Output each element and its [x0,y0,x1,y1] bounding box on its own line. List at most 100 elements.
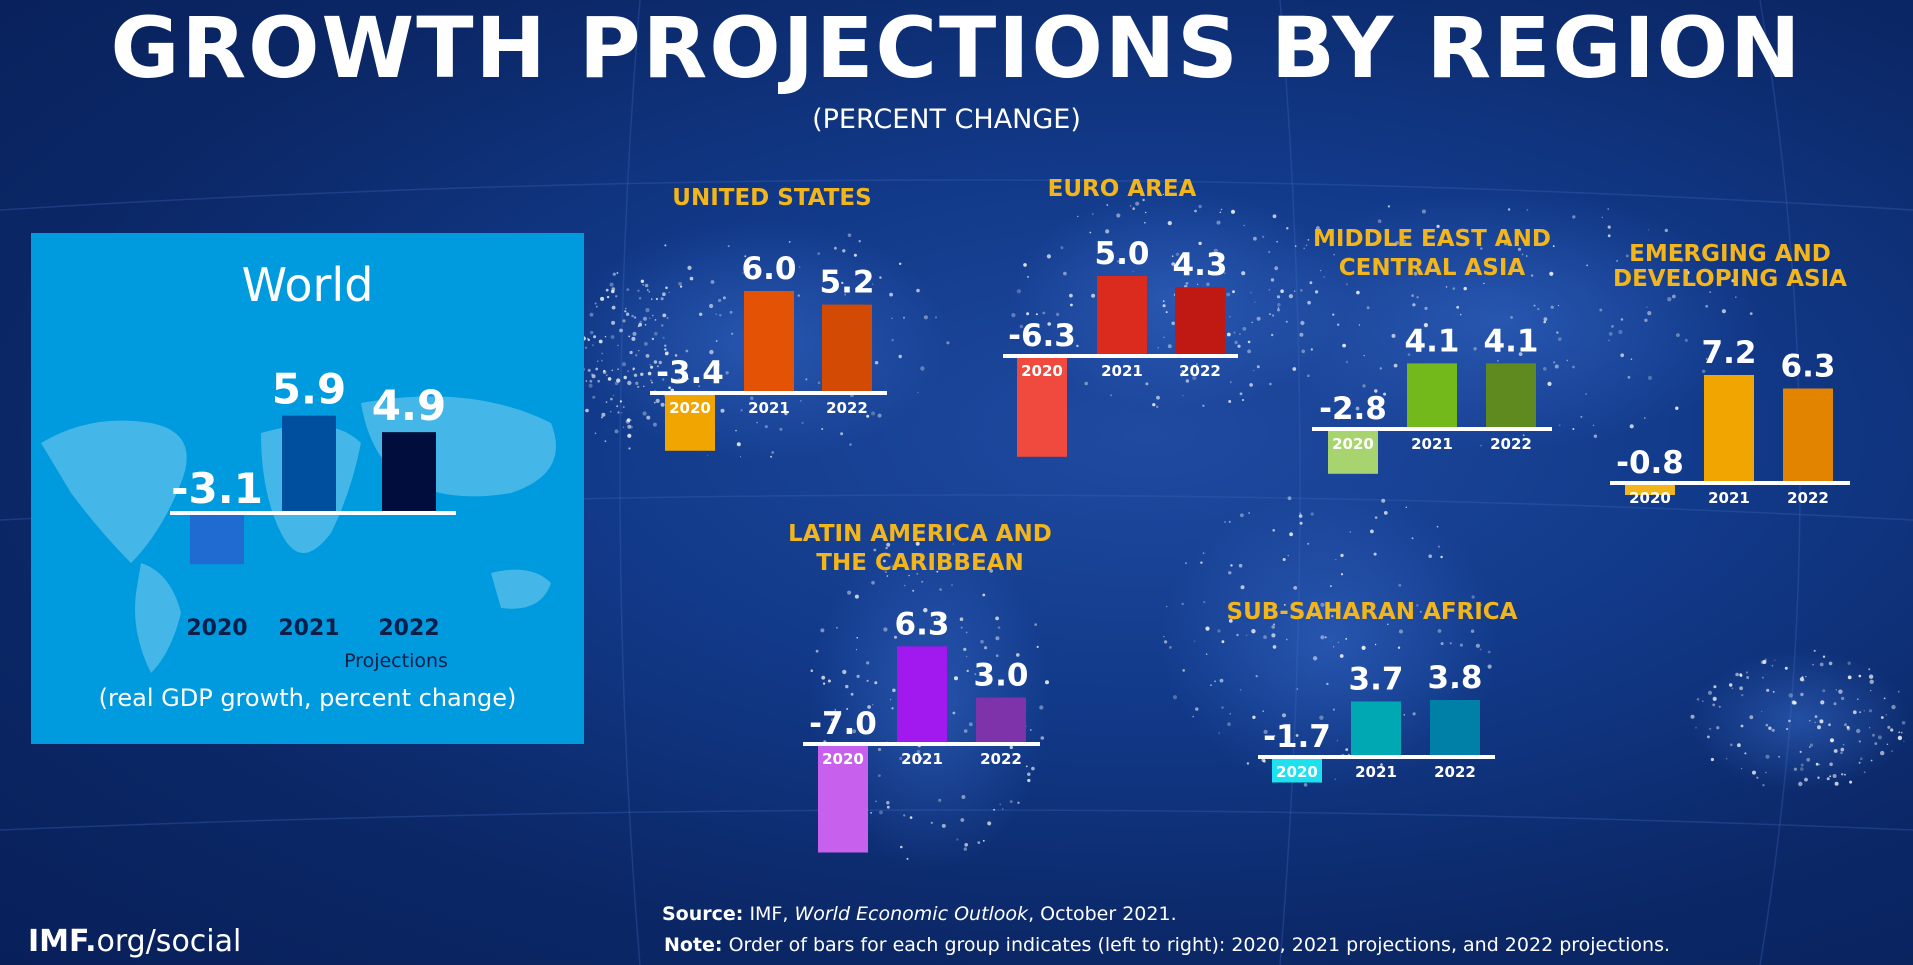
data-label: 5.0 [1095,236,1150,272]
bar-2021 [897,646,947,744]
zero-axis-line [1003,354,1238,358]
bar-2021 [1351,701,1401,757]
source-text-2: , October 2021. [1028,903,1177,925]
data-label: -2.8 [1319,391,1387,427]
year-label: 2021 [1708,489,1750,507]
year-label: 2022 [826,399,868,417]
bar-2022 [976,697,1026,744]
data-label: 4.1 [1405,323,1460,359]
chart-1: UNITED STATES -3.4 2020 6.0 2021 5.2 2022 [650,185,887,451]
zero-axis-line [170,511,456,515]
year-label: 2022 [1434,763,1476,781]
year-label: 2021 [1411,435,1453,453]
imf-social-link[interactable]: IMF.org/social [28,924,241,959]
logo-rest-text: org/social [96,924,242,959]
page-subtitle: (PERCENT CHANGE) [812,104,1081,135]
year-label: 2021 [748,399,790,417]
year-label: 2020 [1332,435,1374,453]
bar-2020 [818,744,868,853]
source-text-1: IMF, [749,903,789,925]
data-label: -7.0 [809,706,877,742]
year-label: 2021 [1355,763,1397,781]
bar-2020 [1017,356,1067,457]
bar-2021 [282,415,336,513]
data-label: -0.8 [1616,445,1684,481]
data-label: 4.1 [1484,323,1539,359]
source-label: Source: [662,903,744,925]
data-label: 5.2 [820,265,875,301]
bar-2020 [1272,757,1322,783]
data-label: 3.7 [1349,662,1404,698]
zero-axis-line [1312,427,1552,431]
region-title: DEVELOPING ASIA [1613,266,1847,292]
year-label: 2020 [1629,489,1671,507]
year-label: 2022 [1787,489,1829,507]
data-label: -3.4 [656,355,724,391]
logo-bold-text: IMF. [28,924,97,959]
region-title: THE CARIBBEAN [816,550,1023,576]
year-label: 2020 [669,399,711,417]
chart-2: EURO AREA -6.3 2020 5.0 2021 4.3 2022 [1003,176,1238,457]
region-title: LATIN AMERICA AND [788,521,1052,547]
zero-axis-line [1610,481,1850,485]
bar-2020 [1625,483,1675,495]
data-label: 7.2 [1702,335,1757,371]
bar-2020 [190,513,244,565]
bar-2022 [1175,287,1225,356]
data-label: 3.0 [974,658,1029,694]
data-label: -1.7 [1263,719,1331,755]
bar-2022 [1486,363,1536,429]
bar-2020 [1328,429,1378,474]
region-title: CENTRAL ASIA [1339,255,1526,281]
bar-2021 [1097,276,1147,356]
year-label: 2020 [1276,763,1318,781]
year-label: 2021 [901,750,943,768]
year-label: 2021 [278,616,339,641]
year-label: 2022 [1490,435,1532,453]
page-title: GROWTH PROJECTIONS BY REGION [110,0,1803,97]
source-note: Source: IMF, World Economic Outlook, Oct… [662,903,1177,925]
bar-2021 [1407,363,1457,429]
chart-0: -3.1 2020 5.9 2021 4.9 2022 [170,365,456,641]
data-label: 5.9 [272,365,346,414]
year-label: 2022 [980,750,1022,768]
data-label: 3.8 [1428,660,1483,696]
year-label: 2020 [1021,362,1063,380]
data-label: 6.0 [742,251,797,287]
bar-2022 [382,432,436,513]
year-label: 2020 [822,750,864,768]
bar-2021 [1704,375,1754,483]
note-text: Order of bars for each group indicates (… [728,934,1671,956]
note-label: Note: [664,934,723,956]
bar-2022 [1783,388,1833,483]
zero-axis-line [1258,755,1495,759]
data-label: -6.3 [1008,318,1076,354]
region-title: UNITED STATES [672,185,871,211]
year-label: 2022 [1179,362,1221,380]
bar-2022 [1430,700,1480,757]
data-label: 6.3 [1781,349,1836,385]
chart-5: LATIN AMERICA AND THE CARIBBEAN -7.0 2020 6.… [788,521,1052,853]
chart-3: MIDDLE EAST AND CENTRAL ASIA -2.8 2020 4.1 20… [1312,226,1552,474]
year-label: 2021 [1101,362,1143,380]
order-note: Note: Order of bars for each group indic… [664,934,1670,956]
bar-2021 [744,291,794,393]
data-label: 4.3 [1173,247,1228,283]
region-title: EURO AREA [1048,176,1197,202]
source-publication: World Economic Outlook [794,903,1029,925]
region-title: SUB-SAHARAN AFRICA [1227,599,1518,625]
chart-6: SUB-SAHARAN AFRICA -1.7 2020 3.7 2021 3.8 2022 [1227,599,1518,783]
data-label: -3.1 [171,464,263,513]
data-label: 6.3 [895,606,950,642]
zero-axis-line [803,742,1040,746]
projections-label: Projections [344,650,448,672]
bar-2022 [822,304,872,393]
region-title: MIDDLE EAST AND [1313,226,1551,252]
zero-axis-line [650,391,887,395]
year-label: 2020 [186,616,247,641]
world-chart-title: World [241,258,374,312]
world-chart-note: (real GDP growth, percent change) [98,684,517,712]
year-label: 2022 [378,616,439,641]
